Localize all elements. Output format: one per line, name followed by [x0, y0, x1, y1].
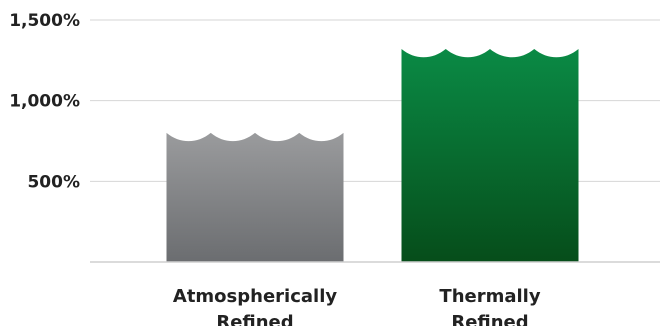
y-tick-label: 1,000% [9, 92, 80, 112]
y-tick-label: 1,500% [9, 11, 80, 31]
y-tick-label: 500% [27, 172, 80, 192]
x-axis-category-labels: Atmospherically Refined Thermally Refined [173, 286, 541, 326]
y-axis-tick-labels: 500% 1,000% 1,500% [9, 11, 80, 192]
bar-atmospherically-refined [166, 132, 344, 262]
bar-thermally-refined [401, 49, 579, 262]
x-category-label: Atmospherically Refined [173, 286, 337, 326]
bars [166, 49, 579, 262]
x-category-label: Thermally Refined [439, 286, 540, 326]
